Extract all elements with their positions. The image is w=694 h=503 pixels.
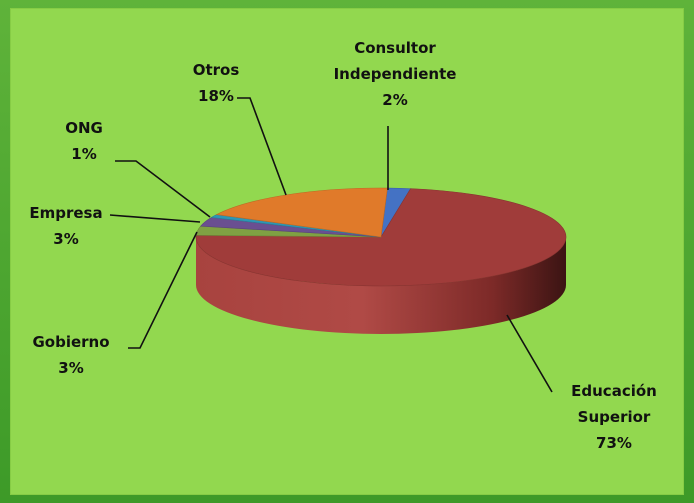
slice-percent-3: 3% xyxy=(53,230,78,248)
slice-label-3: Empresa 3% xyxy=(29,204,201,248)
leader-line-4 xyxy=(115,160,211,218)
slice-name-0: Consultor xyxy=(354,39,436,57)
slice-label-2: Gobierno 3% xyxy=(32,231,198,377)
slice-percent-0: 2% xyxy=(382,91,407,109)
slice-name-2: Gobierno xyxy=(32,333,109,351)
slice-percent-4: 1% xyxy=(71,145,96,163)
slice-label-1: Educación Superior 73% xyxy=(506,314,657,452)
slice-name-0: Independiente xyxy=(334,65,457,83)
slice-name-4: ONG xyxy=(65,119,103,137)
leader-line-5 xyxy=(237,97,287,196)
slice-label-4: ONG 1% xyxy=(65,119,211,218)
slice-percent-2: 3% xyxy=(58,359,83,377)
slice-name-1: Superior xyxy=(578,408,651,426)
leader-line-1 xyxy=(506,314,553,393)
pie-side-1 xyxy=(196,237,566,334)
slice-name-3: Empresa xyxy=(29,204,102,222)
slice-percent-1: 73% xyxy=(596,434,632,452)
slice-percent-5: 18% xyxy=(198,87,234,105)
slice-label-0: Consultor Independiente 2% xyxy=(334,39,457,190)
slice-name-5: Otros xyxy=(193,61,240,79)
slice-name-1: Educación xyxy=(571,382,657,400)
pie-side-walls xyxy=(196,237,566,334)
pie-slices xyxy=(195,187,567,287)
slice-label-5: Otros 18% xyxy=(193,61,287,196)
pie-slice-5[interactable] xyxy=(215,187,388,238)
pie-slice-1[interactable] xyxy=(195,188,567,287)
leader-line-3 xyxy=(109,214,201,223)
leader-line-2 xyxy=(128,231,198,349)
